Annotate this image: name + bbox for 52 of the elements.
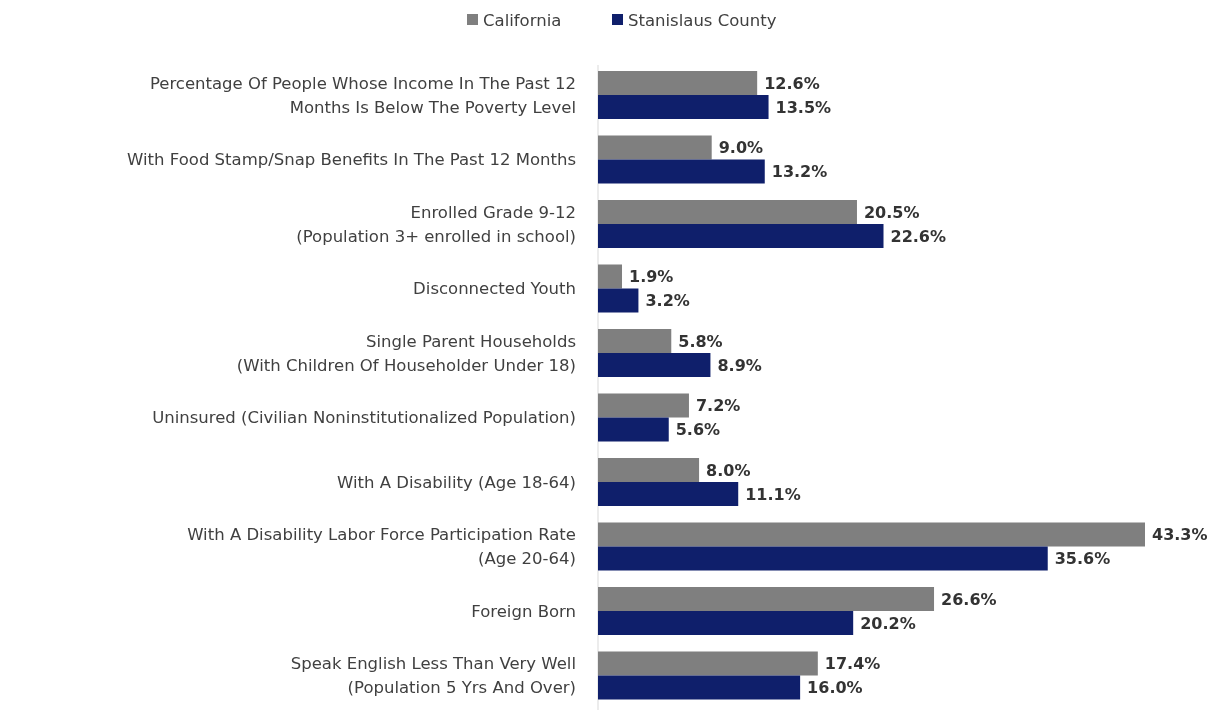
y-tick-label: Percentage Of People Whose Income In The Past 12 Months Is Below The Poverty Level xyxy=(149,73,576,117)
data-label: 12.6% xyxy=(764,73,820,93)
y-tick-label: Uninsured (Civilian Noninstitutionalized Population) xyxy=(152,408,576,428)
bar xyxy=(598,417,669,442)
bar xyxy=(598,264,622,289)
legend-label: Stanislaus County xyxy=(628,10,777,30)
bar xyxy=(598,546,1048,571)
bar xyxy=(598,587,935,611)
bar xyxy=(598,224,884,248)
bar xyxy=(598,611,854,635)
bar xyxy=(598,288,639,313)
data-label: 8.9% xyxy=(717,355,762,375)
bar xyxy=(598,393,689,418)
data-label: 20.2% xyxy=(860,613,916,633)
data-label: 17.4% xyxy=(824,654,881,674)
data-label: 5.6% xyxy=(675,420,721,440)
bar xyxy=(598,675,801,700)
y-tick-label: Foreign Born xyxy=(471,601,576,621)
data-label: 26.6% xyxy=(941,589,997,609)
bar xyxy=(598,135,712,160)
bar xyxy=(598,200,857,224)
data-label: 1.9% xyxy=(629,267,674,287)
data-label: 7.2% xyxy=(695,396,741,416)
bar xyxy=(598,651,818,676)
legend-label: California xyxy=(483,10,562,30)
y-tick-label: With Food Stamp/Snap Benefits In The Past 12 Months xyxy=(127,150,576,170)
data-label: 3.2% xyxy=(645,291,690,311)
data-label: 16.0% xyxy=(807,678,863,698)
bar xyxy=(598,482,739,506)
bar xyxy=(598,95,769,119)
bar xyxy=(598,353,711,377)
data-label: 5.8% xyxy=(678,331,723,351)
data-label: 22.6% xyxy=(890,226,947,246)
bar xyxy=(598,522,1145,547)
y-tick-label: With A Disability Labor Force Participation Rate (Age 20-64) xyxy=(187,525,576,569)
data-label: 43.3% xyxy=(1152,525,1208,545)
y-tick-label: With A Disability (Age 18-64) xyxy=(337,472,576,492)
bar xyxy=(598,458,700,482)
bar xyxy=(598,159,765,184)
data-label: 20.5% xyxy=(863,202,920,222)
bar xyxy=(598,71,758,95)
y-tick-label: Disconnected Youth xyxy=(413,279,576,299)
bar xyxy=(598,329,672,353)
data-label: 11.1% xyxy=(745,484,801,504)
y-tick-label: Single Parent Households (With Children Of Householder Under 18) xyxy=(236,331,576,375)
data-label: 13.5% xyxy=(775,97,832,117)
y-tick-label: Enrolled Grade 9-12 (Population 3+ enrolled in school) xyxy=(296,202,576,246)
data-label: 13.2% xyxy=(771,162,828,182)
data-label: 8.0% xyxy=(706,460,751,480)
y-tick-label: Speak English Less Than Very Well (Population 5 Yrs And Over) xyxy=(290,654,576,698)
data-label: 9.0% xyxy=(718,138,764,158)
data-label: 35.6% xyxy=(1054,549,1111,569)
